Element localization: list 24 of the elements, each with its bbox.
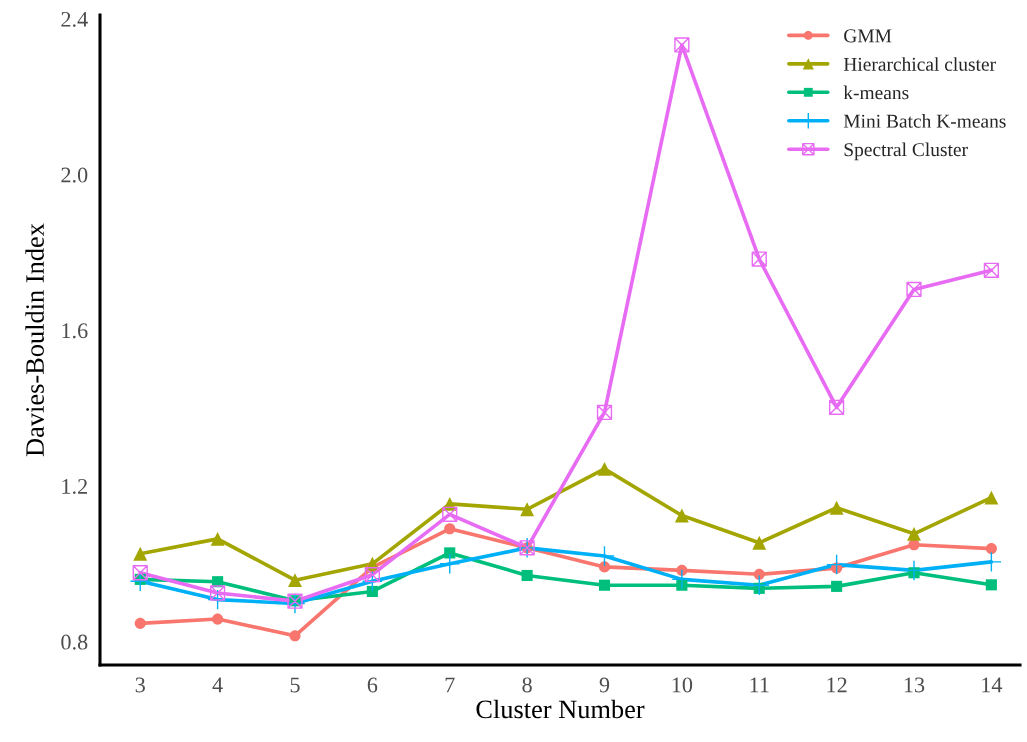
legend-label: Hierarchical cluster [843,57,996,71]
x-tick-label: 11 [750,677,769,693]
x-tick-label: 3 [135,677,145,693]
y-tick-label: 2.4 [61,11,88,27]
legend-label: Spectral Cluster [844,142,968,161]
legend-label: GMM [844,29,892,43]
legend-label: Mini Batch K-means [843,114,1006,128]
x-tick-label: 12 [827,677,847,693]
legend-label: k-means [843,85,909,100]
x-axis-title: Cluster Number [476,699,645,719]
x-tick-label: 9 [599,677,610,693]
y-tick-label: 2.0 [61,167,88,183]
x-tick-label: 13 [904,677,925,693]
y-axis-title: Davies-Bouldin Index [25,223,44,457]
x-tick-label: 7 [445,677,455,693]
y-tick-label: 1.2 [62,478,87,494]
y-tick-label: 0.8 [61,634,88,650]
x-tick-label: 10 [672,677,693,693]
x-tick-label: 4 [212,677,223,693]
x-tick-label: 14 [982,677,1003,693]
x-tick-label: 8 [522,677,532,693]
y-tick-label: 1.6 [62,323,88,339]
x-tick-label: 5 [290,677,300,693]
x-tick-label: 6 [367,677,378,693]
